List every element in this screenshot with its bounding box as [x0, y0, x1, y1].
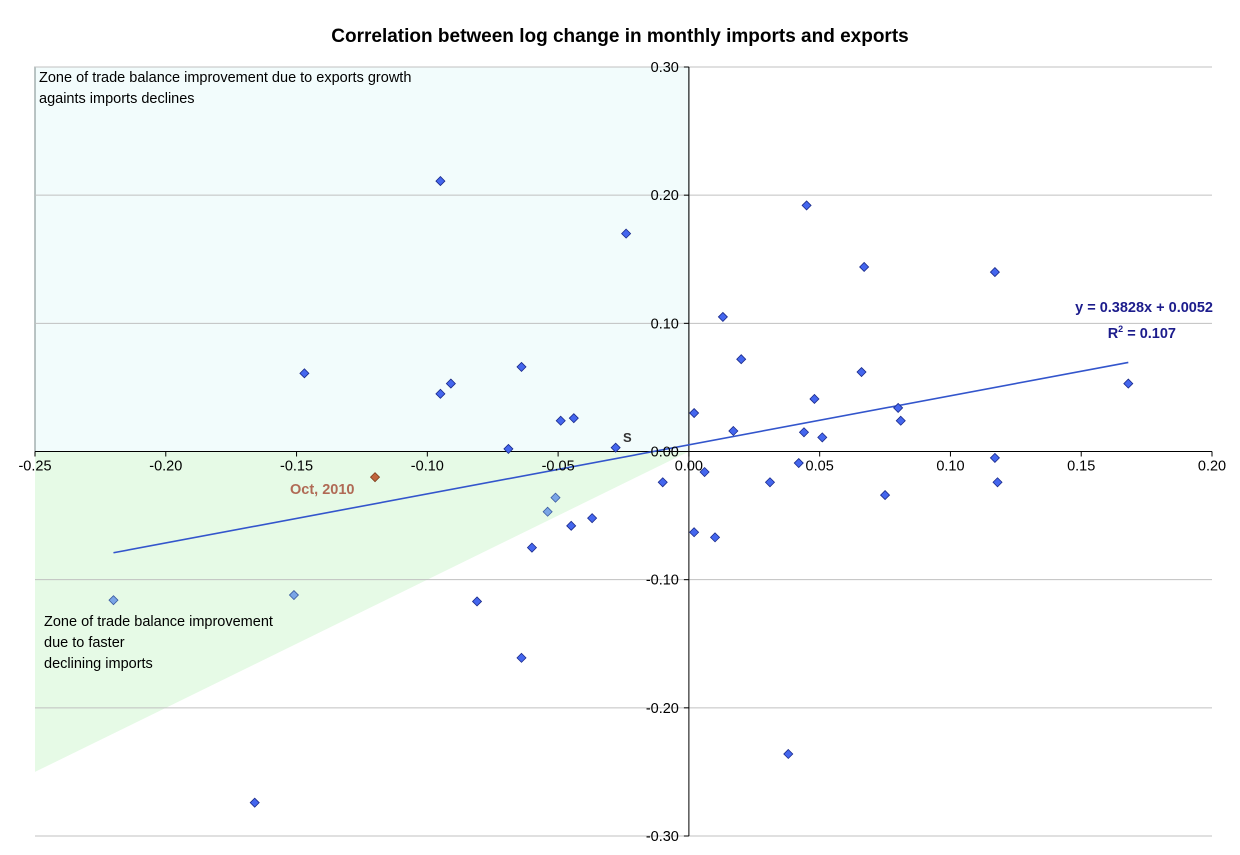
oct-2010-label: Oct, 2010 — [290, 482, 355, 498]
data-point-light — [542, 506, 553, 517]
data-point — [992, 477, 1003, 488]
x-tick-label: -0.25 — [18, 459, 51, 475]
data-point — [516, 361, 527, 372]
data-point — [299, 368, 310, 379]
top-zone-label: Zone of trade balance improvement due to… — [39, 70, 412, 107]
data-point — [699, 466, 710, 478]
zones-layer — [34, 66, 690, 772]
data-point-light — [108, 595, 119, 606]
data-point — [809, 393, 820, 405]
y-tick-label: 0.10 — [651, 316, 679, 332]
y-tick-label: -0.20 — [646, 701, 679, 717]
y-tick-label: 0.30 — [651, 60, 679, 76]
data-point — [989, 267, 1000, 278]
points-layer — [108, 176, 1134, 808]
data-point — [435, 176, 446, 187]
data-point — [798, 427, 810, 438]
data-point — [526, 542, 538, 553]
data-point — [801, 200, 812, 211]
gridlines — [35, 66, 1212, 837]
x-tick-label: -0.05 — [542, 459, 575, 475]
data-point — [503, 443, 514, 455]
y-tick-label: -0.30 — [646, 829, 679, 845]
s-point-label: S — [623, 430, 632, 445]
data-point — [555, 415, 566, 426]
data-point — [621, 228, 632, 239]
x-tick-label: -0.20 — [149, 459, 182, 475]
r-squared-label: R2 = 0.107 — [1107, 324, 1176, 342]
data-point-light — [550, 492, 561, 503]
data-point — [657, 477, 668, 488]
data-point — [736, 354, 747, 365]
x-tick-label: -0.15 — [280, 459, 313, 475]
data-point — [435, 388, 446, 399]
data-point — [856, 366, 867, 378]
data-point — [1123, 378, 1134, 389]
x-tick-label: 0.00 — [675, 459, 703, 475]
data-point — [793, 457, 804, 469]
data-point-light — [288, 589, 300, 601]
x-tick-label: -0.10 — [411, 459, 444, 475]
x-tick-label: 0.15 — [1067, 459, 1095, 475]
data-point — [817, 432, 828, 443]
data-point — [764, 477, 776, 488]
trendline-layer — [113, 361, 1129, 554]
data-point — [587, 513, 598, 524]
data-point — [717, 311, 728, 322]
x-tick-labels: -0.25 -0.20 -0.15 -0.10 -0.05 0.00 0.05 0.10 0.1… — [18, 459, 1226, 475]
x-tick-label: 0.10 — [936, 459, 964, 475]
data-point — [893, 402, 904, 413]
data-point — [471, 596, 483, 607]
data-point — [689, 527, 700, 538]
data-point — [610, 442, 621, 453]
axes — [34, 66, 1213, 837]
y-tick-label: 0.00 — [651, 445, 679, 461]
data-point — [689, 407, 700, 419]
trendline-equation: y = 0.3828x + 0.0052 — [1075, 300, 1213, 316]
data-point — [568, 413, 579, 424]
highlight-point-oct-2010 — [369, 472, 381, 483]
data-point — [709, 532, 721, 543]
bottom-zone-label: Zone of trade balance improvement due to… — [44, 614, 273, 672]
data-point — [445, 378, 456, 389]
data-point — [989, 452, 1000, 463]
data-point — [859, 261, 870, 273]
top-zone-area — [34, 66, 690, 452]
data-point — [249, 797, 260, 808]
data-point — [728, 425, 739, 437]
bottom-zone-area — [35, 451, 689, 772]
data-point — [895, 415, 906, 426]
data-point — [783, 748, 794, 760]
x-tick-label: 0.05 — [806, 459, 834, 475]
y-tick-labels: 0.30 0.20 0.10 0.00 -0.10 -0.20 -0.30 — [646, 60, 679, 845]
data-point — [516, 652, 527, 663]
data-point — [566, 520, 577, 531]
data-point — [879, 490, 891, 501]
y-tick-label: -0.10 — [646, 573, 679, 589]
chart-title: Correlation between log change in monthl… — [331, 26, 909, 47]
trendline — [113, 361, 1129, 554]
x-tick-label: 0.20 — [1198, 459, 1226, 475]
y-tick-label: 0.20 — [651, 188, 679, 204]
